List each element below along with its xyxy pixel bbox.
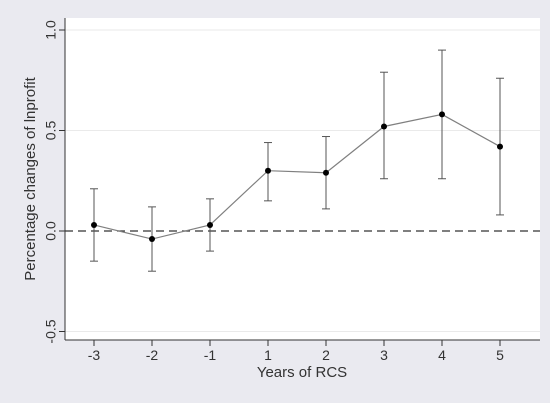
data-point bbox=[91, 221, 97, 228]
series-line-group bbox=[93, 113, 501, 240]
y-ticks: -0.5 0.0 0.5 1.0 bbox=[43, 20, 65, 344]
x-tick-label: 2 bbox=[322, 347, 330, 363]
data-point bbox=[497, 143, 503, 150]
x-tick-label: 5 bbox=[496, 347, 504, 363]
data-point bbox=[381, 123, 387, 130]
x-tick-label: 4 bbox=[438, 347, 446, 363]
x-tick-label: -1 bbox=[204, 347, 217, 363]
x-tick-label: 1 bbox=[264, 347, 272, 363]
x-tick-label: 3 bbox=[380, 347, 388, 363]
series-line bbox=[93, 113, 501, 240]
gridlines bbox=[65, 29, 540, 332]
data-point bbox=[439, 111, 445, 118]
plot-area bbox=[65, 18, 540, 340]
x-tick-label: -2 bbox=[146, 347, 159, 363]
x-ticks: -3 -2 -1 1 2 3 4 5 bbox=[88, 340, 504, 363]
data-point bbox=[149, 236, 155, 243]
y-axis-label: Percentage changes of lnprofit bbox=[22, 76, 39, 280]
data-points bbox=[91, 111, 503, 243]
x-axis-label: Years of RCS bbox=[257, 364, 347, 381]
y-tick-label: 0.5 bbox=[43, 121, 59, 141]
y-tick-label: 0.0 bbox=[43, 221, 59, 241]
data-point bbox=[207, 221, 213, 228]
y-tick-label: -0.5 bbox=[43, 319, 59, 343]
data-point bbox=[265, 167, 271, 174]
x-tick-label: -3 bbox=[88, 347, 101, 363]
y-tick-label: 1.0 bbox=[43, 20, 59, 40]
data-point bbox=[323, 169, 329, 176]
